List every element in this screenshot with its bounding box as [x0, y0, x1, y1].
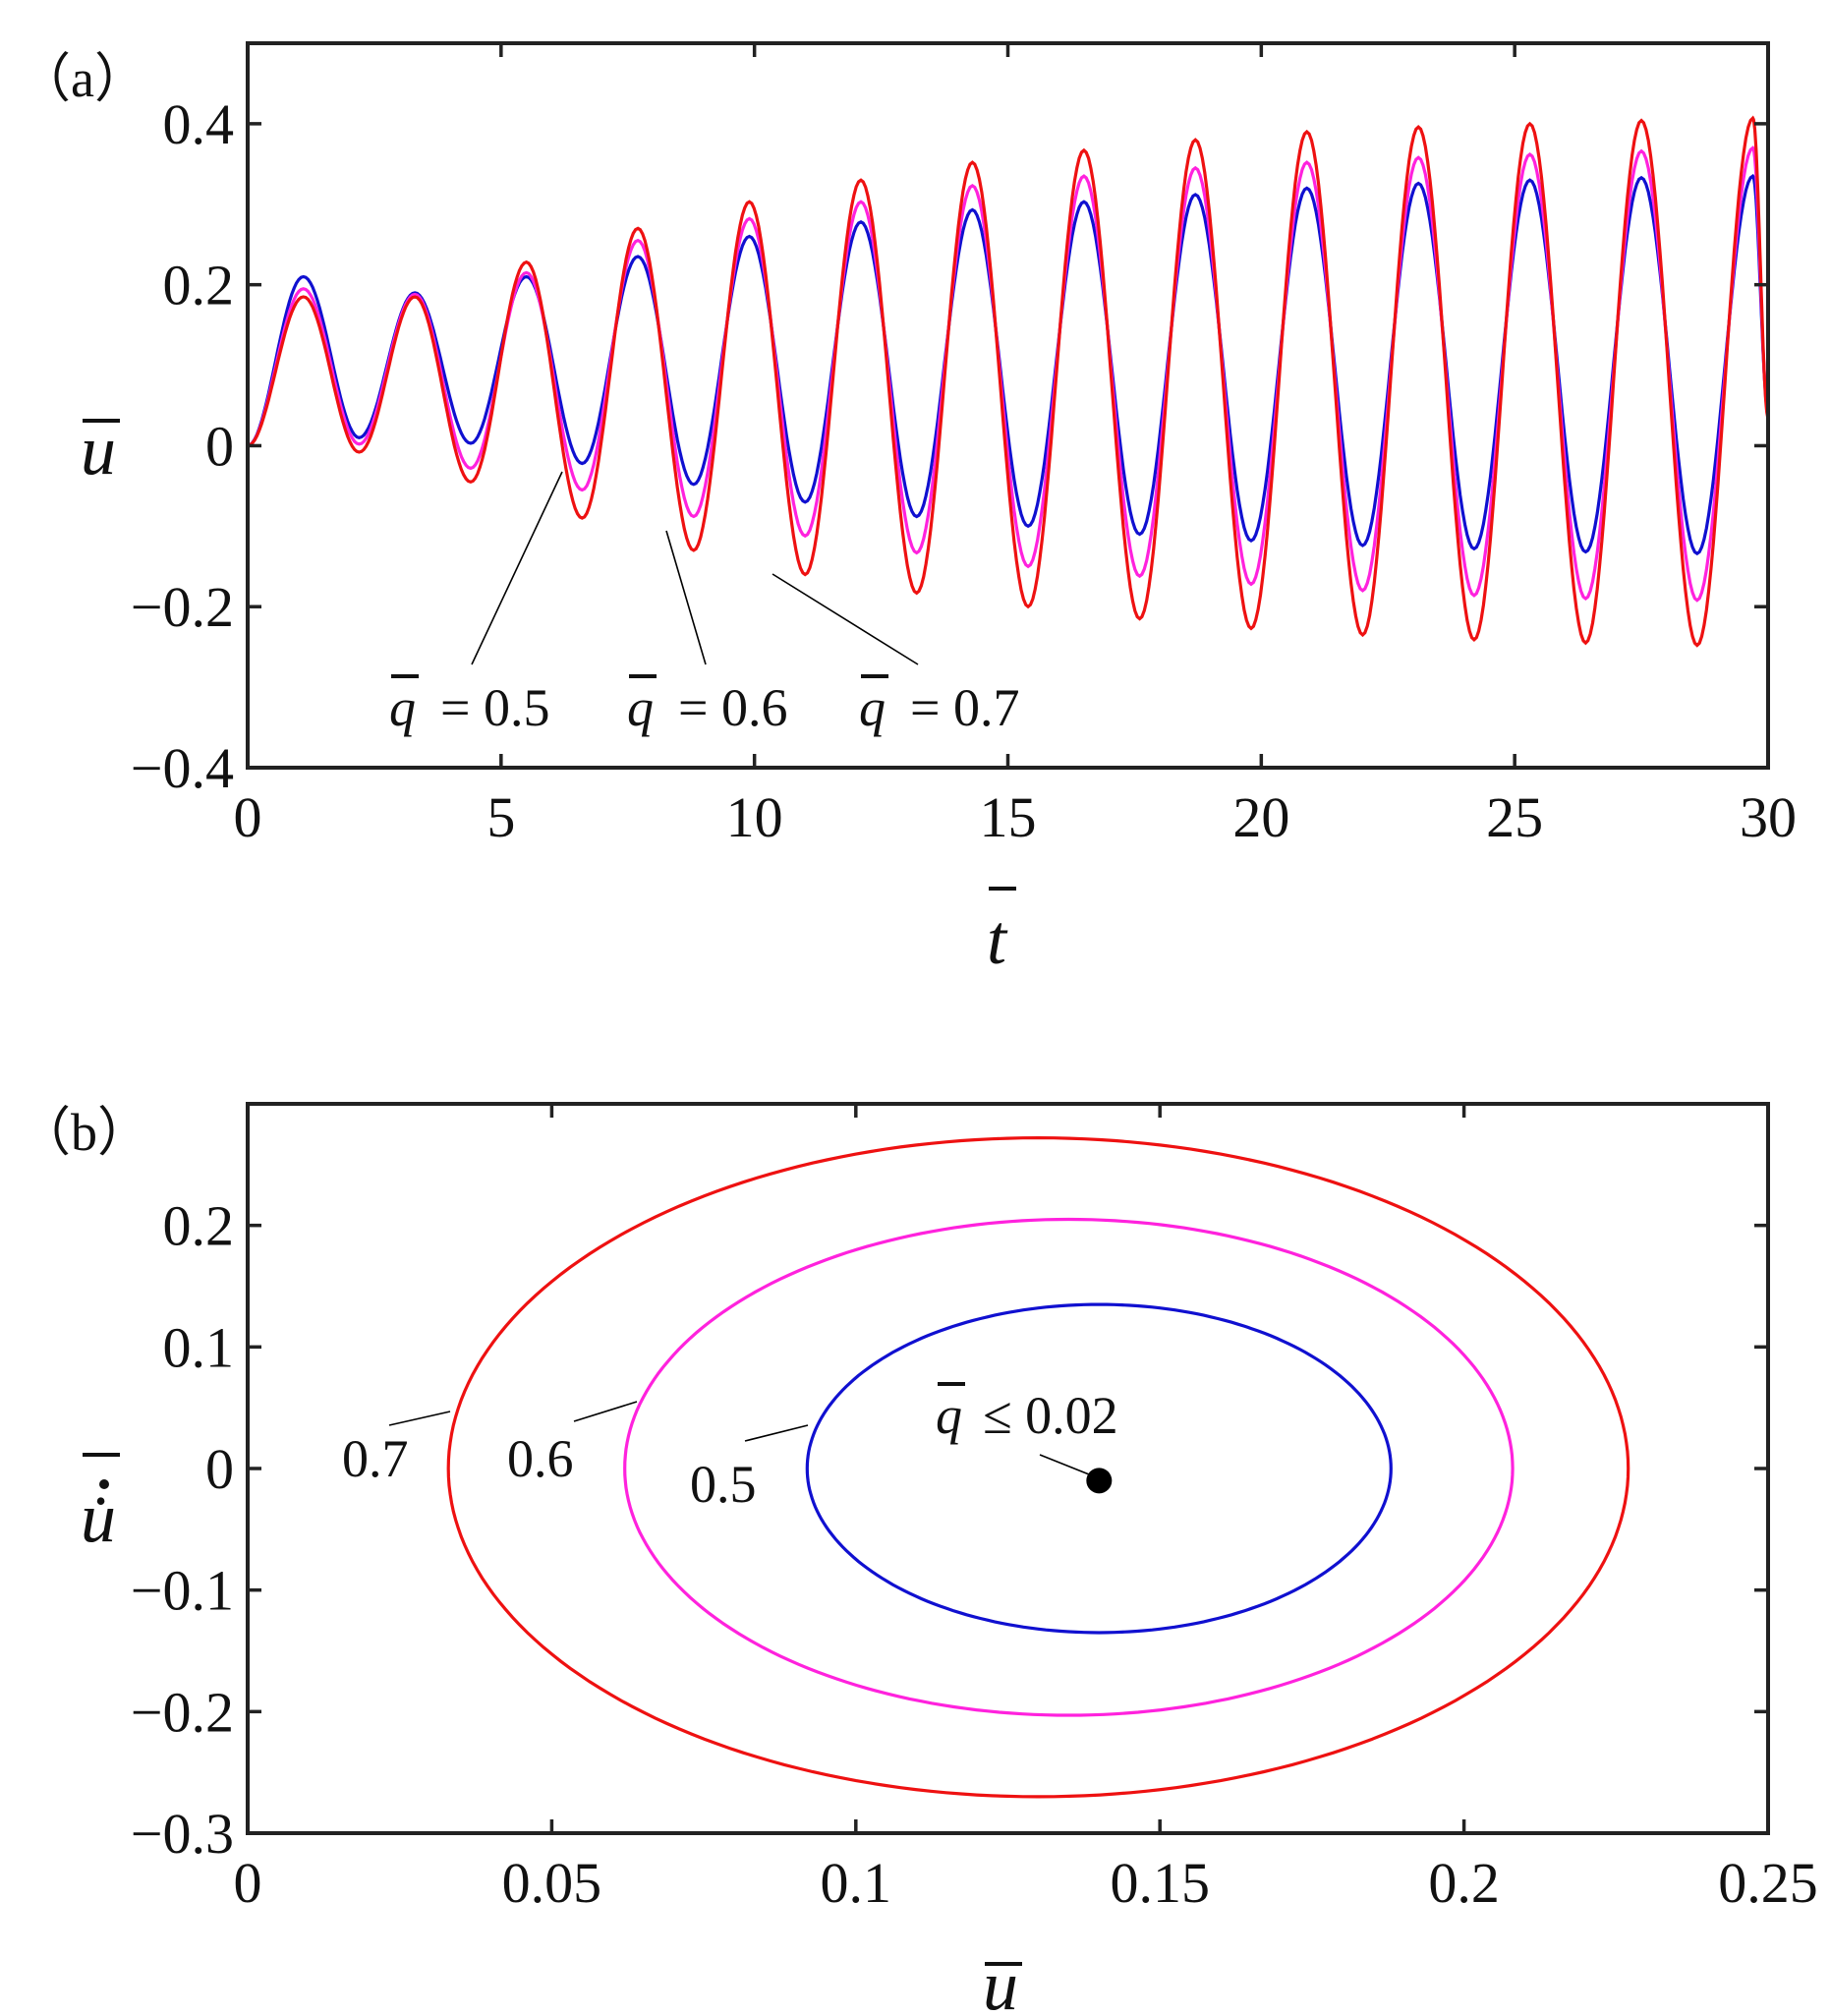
panel-a-x-tick-label: 0 [234, 785, 262, 849]
panel-b-x-tick-label: 0.05 [502, 1851, 602, 1915]
panel-b-phase-portrait: （b） 0 0.05 0.1 0.15 0.2 0.25 −0.3 −0.2 −0.1 0 0.1… [18, 1102, 1818, 2016]
panel-a-y-tick-label: −0.2 [131, 575, 234, 639]
panel-b-x-tick-label: 0.2 [1428, 1851, 1500, 1915]
panel-b-annotation-06: 0.6 [507, 1401, 638, 1488]
panel-b-series-group [446, 1135, 1630, 1799]
panel-a-x-tick-label: 5 [486, 785, 515, 849]
panel-b-orbit-2 [805, 1302, 1393, 1635]
panel-b-y-tick-label: −0.1 [131, 1559, 234, 1623]
panel-b-annotation-05-leader [744, 1424, 809, 1442]
panel-a-x-tick-label: 20 [1232, 785, 1289, 849]
panel-b-y-tick-label: 0.1 [163, 1315, 235, 1379]
panel-b-y-tick-label: −0.2 [131, 1680, 234, 1744]
panel-b-annotation-07: 0.7 [342, 1411, 451, 1488]
panel-b-annotation-point: q ≤ 0.02 [936, 1382, 1118, 1475]
panel-a-time-history: （a） 0 5 10 15 20 25 30 −0.4 −0.2 0 0.2 0.4 u t q =… [18, 41, 1797, 979]
panel-a-annotation-q05-leader [471, 471, 563, 665]
panel-a-y-axis-label: u [81, 411, 120, 490]
panel-b-y-tick-label: 0 [205, 1437, 234, 1501]
panel-b-annotation-point-symbol: q [936, 1386, 962, 1445]
panel-a-label: （a） [18, 49, 147, 108]
panel-a-annotation-q07: q = 0.7 [772, 573, 1019, 737]
panel-a-annotation-q07-text: = 0.7 [910, 678, 1019, 737]
panel-a-y-tick-label: 0 [205, 414, 234, 478]
panel-b-x-tick-label: 0.15 [1110, 1851, 1210, 1915]
panel-a-y-axis-label-text: u [81, 411, 116, 490]
panel-a-frame [246, 41, 1770, 770]
panel-a-y-ticks: −0.4 −0.2 0 0.2 0.4 [131, 92, 1768, 800]
panel-b-annotation-07-text: 0.7 [342, 1429, 409, 1488]
panel-b-orbit-0 [446, 1135, 1630, 1799]
panel-b-x-ticks: 0 0.05 0.1 0.15 0.2 0.25 [234, 1104, 1818, 1915]
panel-a-annotation-q05-symbol: q [389, 678, 416, 737]
panel-a-annotation-q06-text: = 0.6 [678, 678, 787, 737]
panel-a-x-axis-label: t [987, 887, 1016, 979]
panel-b-y-axis-label: u̇ [81, 1453, 120, 1557]
panel-b-annotation-06-leader [573, 1401, 638, 1422]
panel-a-y-tick-label: 0.2 [163, 254, 235, 317]
panel-a-x-tick-label: 15 [980, 785, 1037, 849]
panel-b-y-tick-label: −0.3 [131, 1802, 234, 1866]
panel-b-annotation-05: 0.5 [690, 1424, 809, 1514]
panel-a-annotation-q06-symbol: q [627, 678, 654, 737]
panel-a-x-tick-label: 25 [1486, 785, 1543, 849]
panel-a-annotation-q06: q = 0.6 [627, 530, 787, 737]
panel-b-annotation-point-leader [1039, 1454, 1090, 1475]
panel-b-x-axis-label: u [983, 1946, 1022, 2016]
panel-a-x-tick-label: 30 [1740, 785, 1797, 849]
panel-b-annotation-06-text: 0.6 [507, 1429, 574, 1488]
panel-b-y-axis-label-text: u̇ [81, 1478, 116, 1557]
panel-a-annotation-q06-leader [665, 530, 707, 665]
panel-b-frame [246, 1102, 1770, 1835]
panel-b-y-ticks: −0.3 −0.2 −0.1 0 0.1 0.2 [131, 1194, 1768, 1866]
panel-a-annotation-q05: q = 0.5 [389, 471, 563, 737]
panel-b-label: （b） [18, 1103, 150, 1162]
panel-a-y-tick-label: −0.4 [131, 736, 234, 800]
panel-b-orbit-1 [623, 1217, 1515, 1717]
panel-a-x-tick-label: 10 [726, 785, 783, 849]
panel-a-series-group [247, 115, 1770, 648]
panel-b-x-tick-label: 0.25 [1718, 1851, 1818, 1915]
panel-b-y-axis-label-dot [99, 1479, 109, 1489]
panel-a-annotation-q05-text: = 0.5 [440, 678, 549, 737]
panel-b-annotation-05-text: 0.5 [690, 1455, 757, 1514]
panel-b-x-tick-label: 0.1 [821, 1851, 892, 1915]
panel-a-x-axis-label-text: t [987, 900, 1008, 979]
panel-b-y-tick-label: 0.2 [163, 1194, 235, 1258]
panel-a-series-line-0 [247, 173, 1770, 556]
panel-b-annotation-point-text: ≤ 0.02 [983, 1386, 1118, 1445]
panel-b-x-axis-label-text: u [983, 1946, 1018, 2016]
panel-a-y-tick-label: 0.4 [163, 92, 235, 156]
panel-a-series-line-2 [247, 115, 1770, 648]
panel-b-equilibrium-point [1086, 1468, 1113, 1494]
panel-a-x-ticks: 0 5 10 15 20 25 30 [234, 43, 1797, 849]
panel-a-annotation-q07-symbol: q [859, 678, 886, 737]
panel-b-annotation-07-leader [388, 1411, 451, 1426]
panel-b-x-tick-label: 0 [234, 1851, 262, 1915]
panel-a-annotation-q07-leader [772, 573, 919, 665]
